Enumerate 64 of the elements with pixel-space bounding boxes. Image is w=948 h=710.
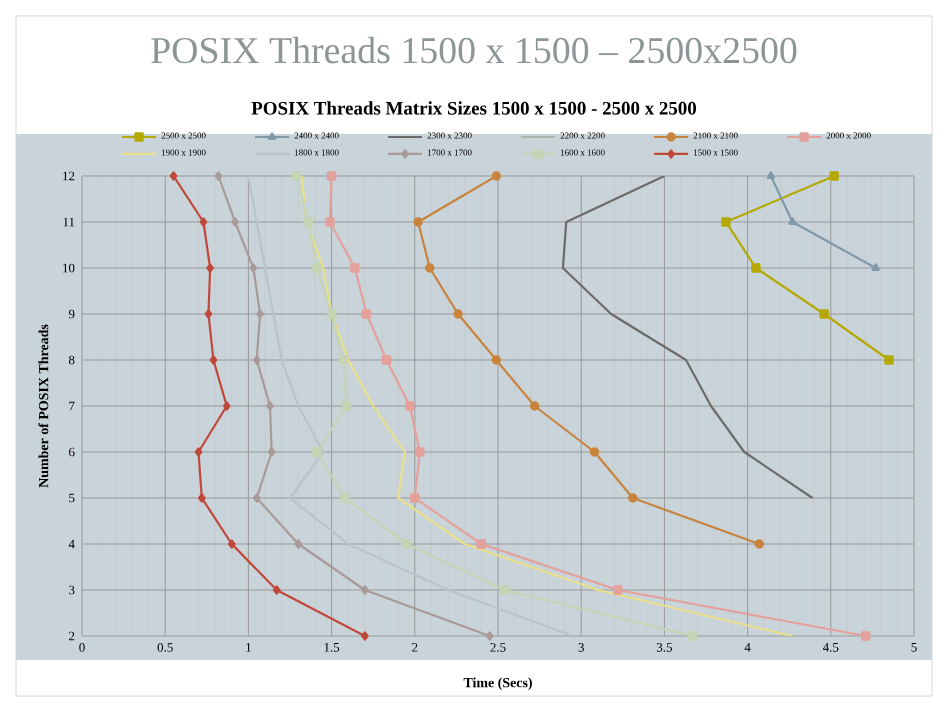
point <box>884 355 894 365</box>
point <box>340 493 350 503</box>
point <box>341 401 352 411</box>
point <box>410 493 420 503</box>
point <box>688 631 698 641</box>
point <box>214 171 223 181</box>
point <box>453 309 463 319</box>
point <box>415 447 425 457</box>
point <box>361 309 372 319</box>
point <box>291 171 302 181</box>
point <box>413 217 423 227</box>
point <box>613 585 623 595</box>
line-series <box>561 175 814 500</box>
point <box>589 447 600 457</box>
point <box>766 171 776 179</box>
point <box>326 171 337 181</box>
point <box>381 355 392 365</box>
point <box>361 585 369 595</box>
point <box>249 263 258 273</box>
point <box>401 539 412 549</box>
point <box>198 493 206 503</box>
point <box>425 263 435 273</box>
chart-subtitle: POSIX Threads Matrix Sizes 1500 x 1500 - 2500 x 2500 <box>251 101 697 115</box>
point <box>529 401 540 411</box>
point <box>206 263 214 273</box>
point <box>350 263 360 273</box>
point <box>499 585 510 595</box>
point <box>222 401 231 411</box>
point <box>199 217 208 227</box>
point <box>311 447 322 457</box>
point <box>721 217 731 227</box>
point <box>326 309 337 319</box>
point <box>303 217 313 227</box>
point <box>491 355 502 365</box>
point <box>252 493 261 503</box>
point <box>751 263 761 273</box>
chart-title: POSIX Threads 1500 x 1500 – 2500x2500 <box>151 36 797 64</box>
point <box>267 447 276 457</box>
point <box>325 217 335 227</box>
point <box>485 631 494 641</box>
point <box>256 309 264 319</box>
point <box>231 217 239 227</box>
point <box>294 539 303 549</box>
point <box>405 401 415 411</box>
point <box>871 263 880 271</box>
point <box>754 539 764 549</box>
point <box>788 217 797 225</box>
point <box>311 263 322 273</box>
point <box>266 401 274 411</box>
point <box>628 493 638 503</box>
point <box>204 309 213 319</box>
point <box>861 631 871 641</box>
point <box>272 585 281 595</box>
point <box>169 171 178 181</box>
point <box>476 539 487 549</box>
point <box>829 171 839 181</box>
point <box>491 171 502 181</box>
point <box>209 355 218 365</box>
point <box>819 309 829 319</box>
point <box>194 447 203 457</box>
point <box>361 631 369 641</box>
point <box>252 355 261 365</box>
point <box>227 539 236 549</box>
point <box>338 355 348 365</box>
